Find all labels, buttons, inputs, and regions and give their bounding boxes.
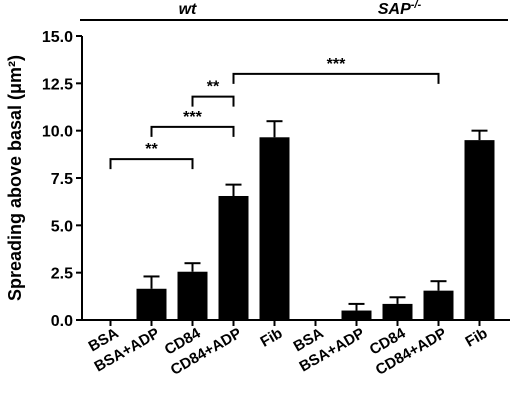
group-headers: wt SAP-/- bbox=[80, 0, 508, 21]
bar bbox=[136, 288, 167, 320]
significance-label: *** bbox=[183, 109, 202, 126]
y-tick-label: 5.0 bbox=[51, 218, 73, 235]
significance-bracket bbox=[150, 125, 235, 137]
y-tick-label: 15.0 bbox=[42, 29, 73, 46]
significance-label: *** bbox=[327, 56, 346, 73]
category-label: Fib bbox=[463, 325, 491, 351]
bar bbox=[382, 303, 413, 320]
y-axis-title: Spreading above basal (μm²) bbox=[5, 55, 25, 301]
significance-bracket bbox=[191, 95, 235, 107]
bar bbox=[341, 310, 372, 320]
significance-label: ** bbox=[145, 141, 158, 158]
axes: 0.0 2.5 5.0 7.5 10.0 12.5 15.0 bbox=[42, 29, 510, 330]
y-tick-label: 7.5 bbox=[51, 171, 73, 188]
bar bbox=[218, 195, 249, 320]
bar bbox=[177, 271, 208, 320]
bar bbox=[464, 140, 495, 320]
group-title: wt bbox=[179, 1, 197, 18]
significance-bracket bbox=[109, 158, 194, 170]
significance-brackets: ********** bbox=[109, 56, 440, 170]
bars bbox=[136, 120, 495, 320]
bar bbox=[423, 290, 454, 320]
y-tick-label: 10.0 bbox=[42, 124, 73, 141]
y-tick-label: 12.5 bbox=[42, 76, 73, 93]
bar bbox=[259, 137, 290, 320]
significance-label: ** bbox=[207, 79, 220, 96]
group-title: SAP-/- bbox=[378, 0, 422, 18]
y-tick-label: 2.5 bbox=[51, 266, 73, 283]
significance-bracket bbox=[232, 72, 440, 84]
y-tick-label: 0.0 bbox=[51, 313, 73, 330]
category-label: Fib bbox=[258, 325, 286, 351]
